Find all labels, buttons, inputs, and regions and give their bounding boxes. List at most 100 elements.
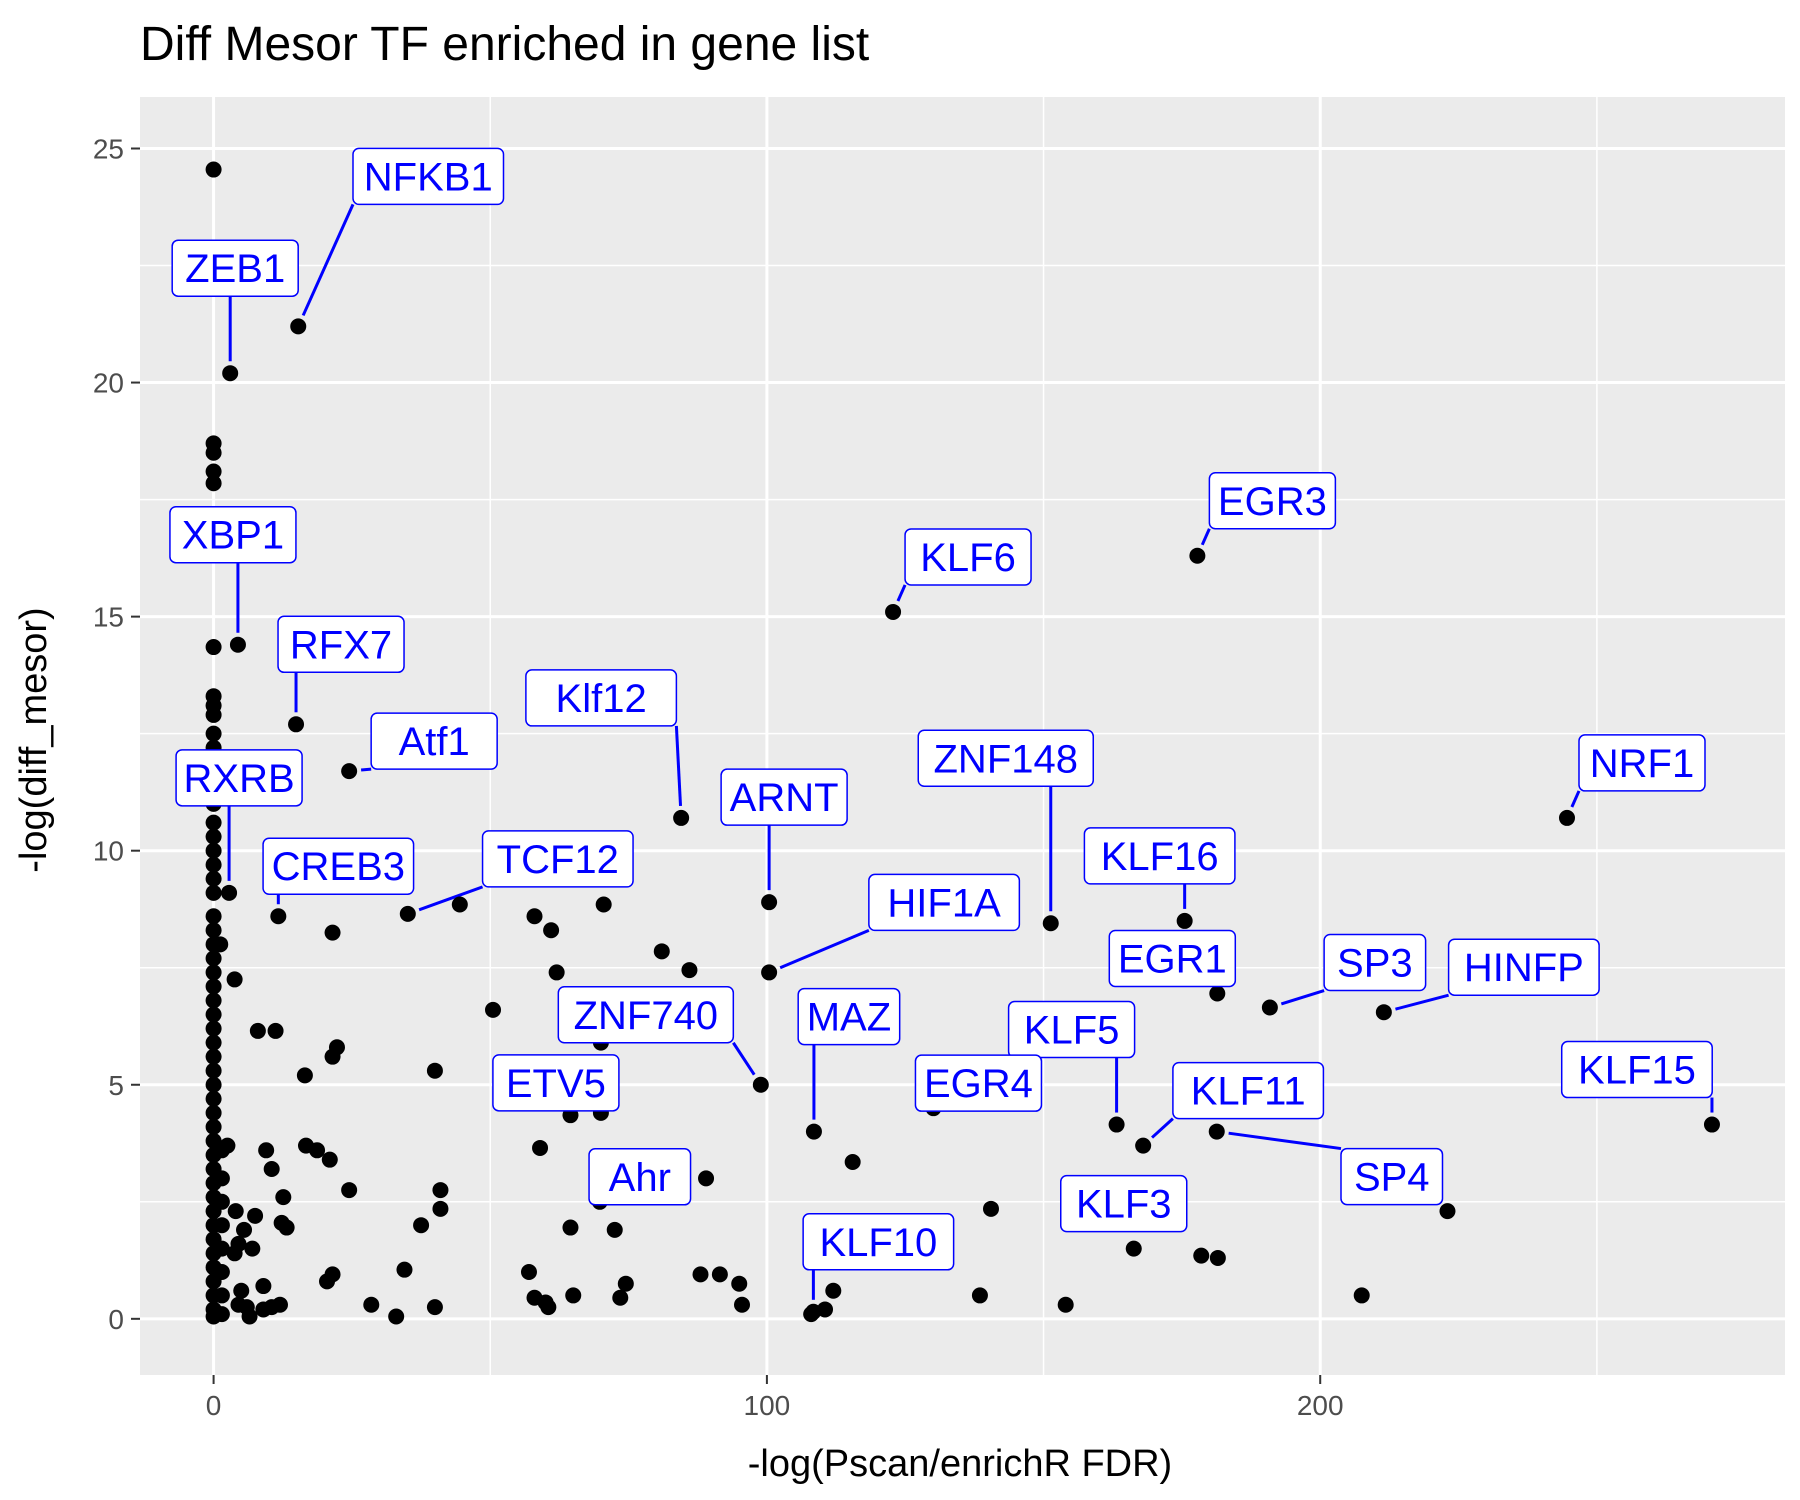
data-point bbox=[653, 943, 670, 960]
data-point-klf5 bbox=[1108, 1116, 1125, 1133]
data-point bbox=[205, 1034, 222, 1051]
data-point bbox=[263, 1161, 280, 1178]
label-box-nrf1 bbox=[1578, 734, 1706, 792]
x-axis: 0 100 200 bbox=[206, 1375, 1344, 1421]
connector-egr3 bbox=[1200, 528, 1211, 546]
data-point bbox=[205, 950, 222, 967]
data-point bbox=[328, 1039, 345, 1056]
data-point bbox=[612, 1289, 629, 1306]
label-klf10: KLF10 bbox=[819, 1221, 937, 1265]
data-point bbox=[244, 1240, 261, 1257]
data-point bbox=[296, 1067, 313, 1084]
major-gridlines bbox=[140, 97, 1785, 1375]
connector-hif1a bbox=[779, 929, 870, 970]
y-tick-label: 20 bbox=[93, 368, 124, 399]
data-point bbox=[213, 1217, 230, 1234]
data-point bbox=[205, 870, 222, 887]
data-point-nrf1 bbox=[1558, 809, 1575, 826]
data-point bbox=[226, 971, 243, 988]
x-tick-label: 0 bbox=[206, 1390, 222, 1421]
data-point bbox=[267, 1022, 284, 1039]
label-xbp1: XBP1 bbox=[182, 514, 284, 558]
data-point bbox=[249, 1022, 266, 1039]
label-box-arnt bbox=[720, 768, 848, 826]
label-box-znf740 bbox=[557, 986, 735, 1044]
data-point-znf740 bbox=[752, 1076, 769, 1093]
data-point bbox=[205, 1118, 222, 1135]
data-point bbox=[212, 936, 229, 953]
data-point bbox=[543, 922, 560, 939]
data-point bbox=[309, 1142, 326, 1159]
data-point bbox=[548, 964, 565, 981]
label-hif1a: HIF1A bbox=[887, 881, 1001, 925]
data-point bbox=[275, 1189, 292, 1206]
data-point bbox=[825, 1282, 842, 1299]
data-point bbox=[205, 884, 222, 901]
data-point-nfkb1 bbox=[290, 318, 307, 335]
data-point bbox=[426, 1299, 443, 1316]
data-point-sp3 bbox=[1261, 999, 1278, 1016]
label-nfkb1: NFKB1 bbox=[364, 155, 493, 199]
y-axis-title: -log(diff_mesor) bbox=[13, 607, 55, 872]
data-point-maz bbox=[805, 1123, 822, 1140]
connector-atf1 bbox=[360, 767, 372, 772]
data-point bbox=[205, 1062, 222, 1079]
label-box-rxrb bbox=[175, 749, 303, 807]
data-point bbox=[1057, 1296, 1074, 1313]
data-point bbox=[734, 1296, 751, 1313]
data-point bbox=[219, 1137, 236, 1154]
data-point bbox=[520, 1264, 537, 1281]
data-point bbox=[213, 1287, 230, 1304]
data-point bbox=[205, 1006, 222, 1023]
data-point bbox=[205, 706, 222, 723]
label-nrf1: NRF1 bbox=[1590, 742, 1694, 786]
data-point bbox=[230, 1235, 247, 1252]
data-point bbox=[205, 922, 222, 939]
data-point bbox=[213, 1240, 230, 1257]
data-point bbox=[413, 1217, 430, 1234]
label-box-atf1 bbox=[370, 712, 498, 770]
data-point bbox=[205, 444, 222, 461]
chart-title: Diff Mesor TF enriched in gene list bbox=[140, 18, 869, 71]
data-point-znf148 bbox=[1042, 915, 1059, 932]
data-point bbox=[731, 1275, 748, 1292]
label-znf740: ZNF740 bbox=[574, 994, 719, 1038]
data-point bbox=[432, 1182, 449, 1199]
connector-hinfp bbox=[1395, 993, 1449, 1011]
label-box-xbp1 bbox=[169, 505, 297, 564]
label-sp4: SP4 bbox=[1354, 1156, 1430, 1200]
label-zeb1: ZEB1 bbox=[185, 247, 285, 291]
data-point bbox=[532, 1139, 549, 1156]
data-point bbox=[698, 1170, 715, 1187]
data-point bbox=[711, 1266, 728, 1283]
data-point bbox=[526, 908, 543, 925]
data-point bbox=[205, 1090, 222, 1107]
label-klf11: KLF11 bbox=[1191, 1070, 1306, 1114]
data-point bbox=[205, 978, 222, 995]
label-box-klf12 bbox=[525, 669, 678, 727]
y-tick-label: 10 bbox=[93, 836, 124, 867]
point-labels: NFKB1 ZEB1 XBP1 RFX7 Atf1 RXRB CREB3 TCF12 Klf12… bbox=[169, 147, 1713, 1271]
connector-nfkb1 bbox=[301, 203, 355, 317]
data-point bbox=[324, 1266, 341, 1283]
label-znf148: ZNF148 bbox=[934, 737, 1079, 781]
x-tick-label: 200 bbox=[1297, 1390, 1344, 1421]
data-point-klf11 bbox=[1135, 1137, 1152, 1154]
data-point bbox=[971, 1287, 988, 1304]
connector-nrf1 bbox=[1570, 790, 1581, 808]
data-point bbox=[1193, 1247, 1210, 1264]
data-point bbox=[1353, 1287, 1370, 1304]
data-point bbox=[205, 725, 222, 742]
data-point bbox=[982, 1200, 999, 1217]
data-point-klf12 bbox=[673, 809, 690, 826]
label-connectors bbox=[227, 203, 1714, 1300]
data-point bbox=[681, 962, 698, 979]
data-point bbox=[205, 842, 222, 859]
label-egr1: EGR1 bbox=[1118, 937, 1227, 981]
y-tick-label: 0 bbox=[108, 1304, 124, 1335]
data-point bbox=[233, 1282, 250, 1299]
data-point bbox=[213, 1264, 230, 1281]
label-rxrb: RXRB bbox=[184, 757, 295, 801]
data-point bbox=[205, 1020, 222, 1037]
